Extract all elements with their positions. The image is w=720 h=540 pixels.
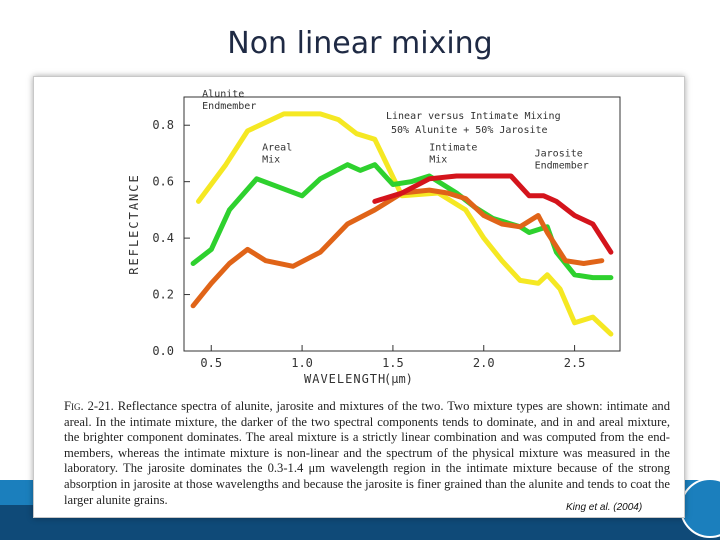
y-tick-label: 0.6 <box>152 175 174 189</box>
chart-title: Linear versus Intimate Mixing <box>386 111 561 122</box>
y-axis-ticks: 0.0 0.2 0.4 0.6 0.8 <box>152 118 190 358</box>
reflectance-chart: 0.0 0.2 0.4 0.6 0.8 0.5 1.0 1.5 2.0 2.5 REFLECTA… <box>127 89 621 386</box>
x-tick-label: 0.5 <box>200 356 222 370</box>
annotation-label: Areal Mix <box>262 143 292 166</box>
x-tick-label: 2.0 <box>473 356 495 370</box>
annotation-label: Intimate Mix <box>429 143 477 166</box>
y-tick-label: 0.4 <box>152 231 174 245</box>
plot-area <box>183 96 621 352</box>
x-axis-unit: (μm) <box>384 372 413 386</box>
y-tick-label: 0.2 <box>152 288 174 302</box>
caption-text: Reflectance spectra of alunite, jarosite… <box>64 399 670 507</box>
chart-annotations: Alunite Endmember Areal Mix Intimate Mix Jaros… <box>202 89 589 171</box>
annotation-label: Alunite Endmember <box>202 89 256 112</box>
x-tick-label: 1.5 <box>382 356 404 370</box>
figure-panel: 0.0 0.2 0.4 0.6 0.8 0.5 1.0 1.5 2.0 2.5 REFLECTA… <box>33 76 685 518</box>
y-tick-label: 0.8 <box>152 118 174 132</box>
x-tick-label: 1.0 <box>291 356 313 370</box>
x-axis-label: WAVELENGTH <box>304 372 386 386</box>
series-line-intimate-mix <box>190 187 605 309</box>
y-axis-label: REFLECTANCE <box>127 173 141 274</box>
y-tick-label: 0.0 <box>152 344 174 358</box>
caption-label: Fig. 2-21. <box>64 399 114 413</box>
annotation-label: Jarosite Endmember <box>535 148 589 171</box>
x-tick-label: 2.5 <box>564 356 586 370</box>
figure-caption: Fig. 2-21. Reflectance spectra of alunit… <box>64 399 670 508</box>
series-line-jarosite-endmember <box>372 173 614 255</box>
x-axis-ticks: 0.5 1.0 1.5 2.0 2.5 <box>200 345 585 370</box>
chart-subtitle: 50% Alunite + 50% Jarosite <box>391 125 548 136</box>
chart-series <box>190 111 614 337</box>
slide-title: Non linear mixing <box>227 26 493 61</box>
citation-text: King et al. (2004) <box>566 502 643 513</box>
series-line-alunite-endmember <box>196 111 614 337</box>
